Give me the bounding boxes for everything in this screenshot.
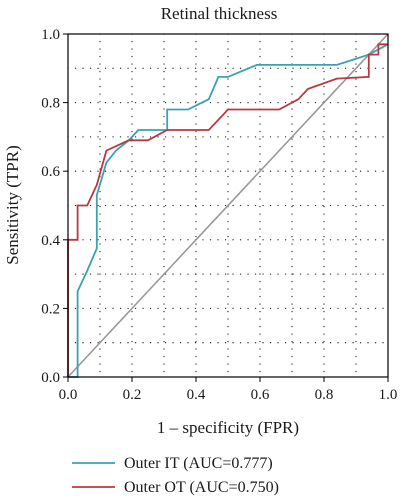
x-tick-label: 0.6 [251, 387, 270, 403]
y-axis-ticks: 0.0 0.2 0.4 0.6 0.8 1.0 [41, 27, 68, 386]
x-tick-label: 0.0 [59, 387, 78, 403]
legend: Outer IT (AUC=0.777) Outer OT (AUC=0.750) [72, 455, 279, 496]
x-tick-label: 1.0 [379, 387, 398, 403]
chart-title: Retinal thickness [161, 4, 278, 23]
reference-diagonal [67, 33, 389, 378]
reference-diagonal-group [67, 33, 389, 378]
x-tick-label: 0.8 [315, 387, 334, 403]
y-tick-label: 0.8 [41, 96, 60, 112]
x-tick-label: 0.4 [187, 387, 206, 403]
x-tick-label: 0.2 [123, 387, 142, 403]
x-axis-ticks: 0.0 0.2 0.4 0.6 0.8 1.0 [59, 377, 398, 403]
x-axis-label: 1 – specificity (FPR) [157, 418, 299, 437]
y-tick-label: 0.6 [41, 164, 60, 180]
y-tick-label: 1.0 [41, 27, 60, 43]
y-tick-label: 0.4 [41, 233, 60, 249]
legend-label-1: Outer IT (AUC=0.777) [124, 455, 273, 472]
series-line-2 [67, 43, 388, 377]
legend-label-2: Outer OT (AUC=0.750) [124, 479, 279, 496]
plot-frame [67, 33, 389, 378]
y-tick-label: 0.2 [41, 301, 60, 317]
y-axis-label: Sensitivity (TPR) [3, 145, 22, 264]
series-group [67, 43, 389, 378]
y-tick-label: 0.0 [41, 370, 60, 386]
